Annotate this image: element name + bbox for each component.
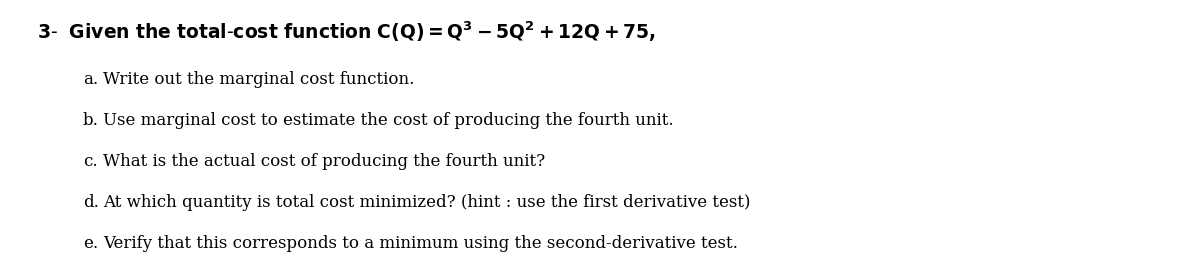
Text: At which quantity is total cost minimized? (hint : use the first derivative test: At which quantity is total cost minimize…	[103, 194, 751, 211]
Text: d.: d.	[83, 194, 98, 211]
Text: b.: b.	[83, 112, 98, 129]
Text: Verify that this corresponds to a minimum using the second-derivative test.: Verify that this corresponds to a minimu…	[103, 235, 738, 252]
Text: Write out the marginal cost function.: Write out the marginal cost function.	[103, 71, 414, 88]
Text: c.: c.	[83, 153, 97, 170]
Text: e.: e.	[83, 235, 98, 252]
Text: $\mathbf{3\text{-}\ \ Given\ the\ total\text{-}cost\ function\ }$$\mathbf{C(Q) =: $\mathbf{3\text{-}\ \ Given\ the\ total\…	[37, 20, 656, 44]
Text: What is the actual cost of producing the fourth unit?: What is the actual cost of producing the…	[103, 153, 545, 170]
Text: Use marginal cost to estimate the cost of producing the fourth unit.: Use marginal cost to estimate the cost o…	[103, 112, 673, 129]
Text: a.: a.	[83, 71, 98, 88]
